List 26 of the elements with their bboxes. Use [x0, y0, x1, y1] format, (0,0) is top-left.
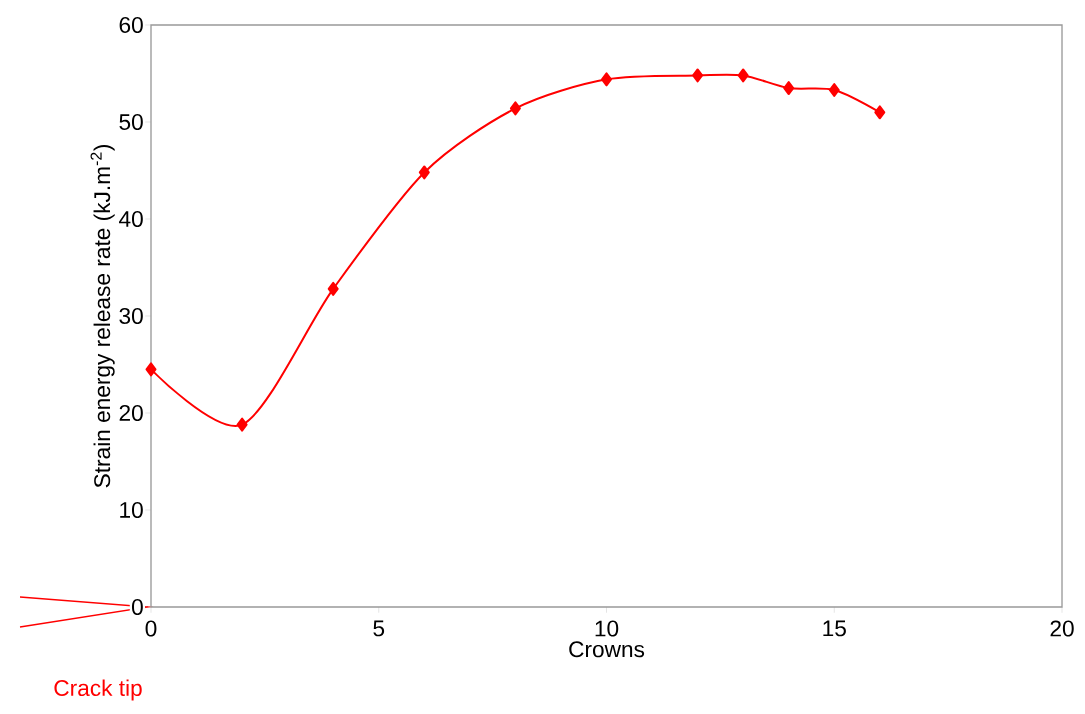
point [145, 362, 157, 377]
point [828, 82, 840, 97]
point [874, 105, 886, 120]
point [783, 81, 795, 96]
x-tick-label: 15 [823, 620, 846, 637]
y-tick-label: 10 [120, 501, 143, 519]
point [418, 165, 430, 180]
y-tick-label: 50 [119, 113, 143, 131]
point [692, 68, 704, 83]
y-tick-label: 20 [119, 404, 143, 422]
x-axis-title: Crowns [569, 641, 645, 658]
x-tick-label: 10 [595, 620, 619, 637]
y-tick-label: 60 [119, 16, 143, 34]
point [601, 72, 613, 87]
point [737, 68, 749, 83]
point [509, 101, 521, 116]
x-tick-label: 5 [373, 620, 385, 637]
point [236, 417, 248, 432]
x-tick-label: 0 [145, 620, 157, 637]
x-tick-label: 20 [1050, 620, 1074, 637]
y-tick-label: 0 [131, 598, 143, 616]
y-tick-label: 30 [119, 307, 143, 325]
y-tick-label: 40 [119, 210, 143, 228]
point [327, 281, 339, 296]
y-axis-title: Strain energy release rate (kJ.m$^{-2}$) [90, 144, 115, 488]
text: Crack tip [54, 679, 142, 701]
